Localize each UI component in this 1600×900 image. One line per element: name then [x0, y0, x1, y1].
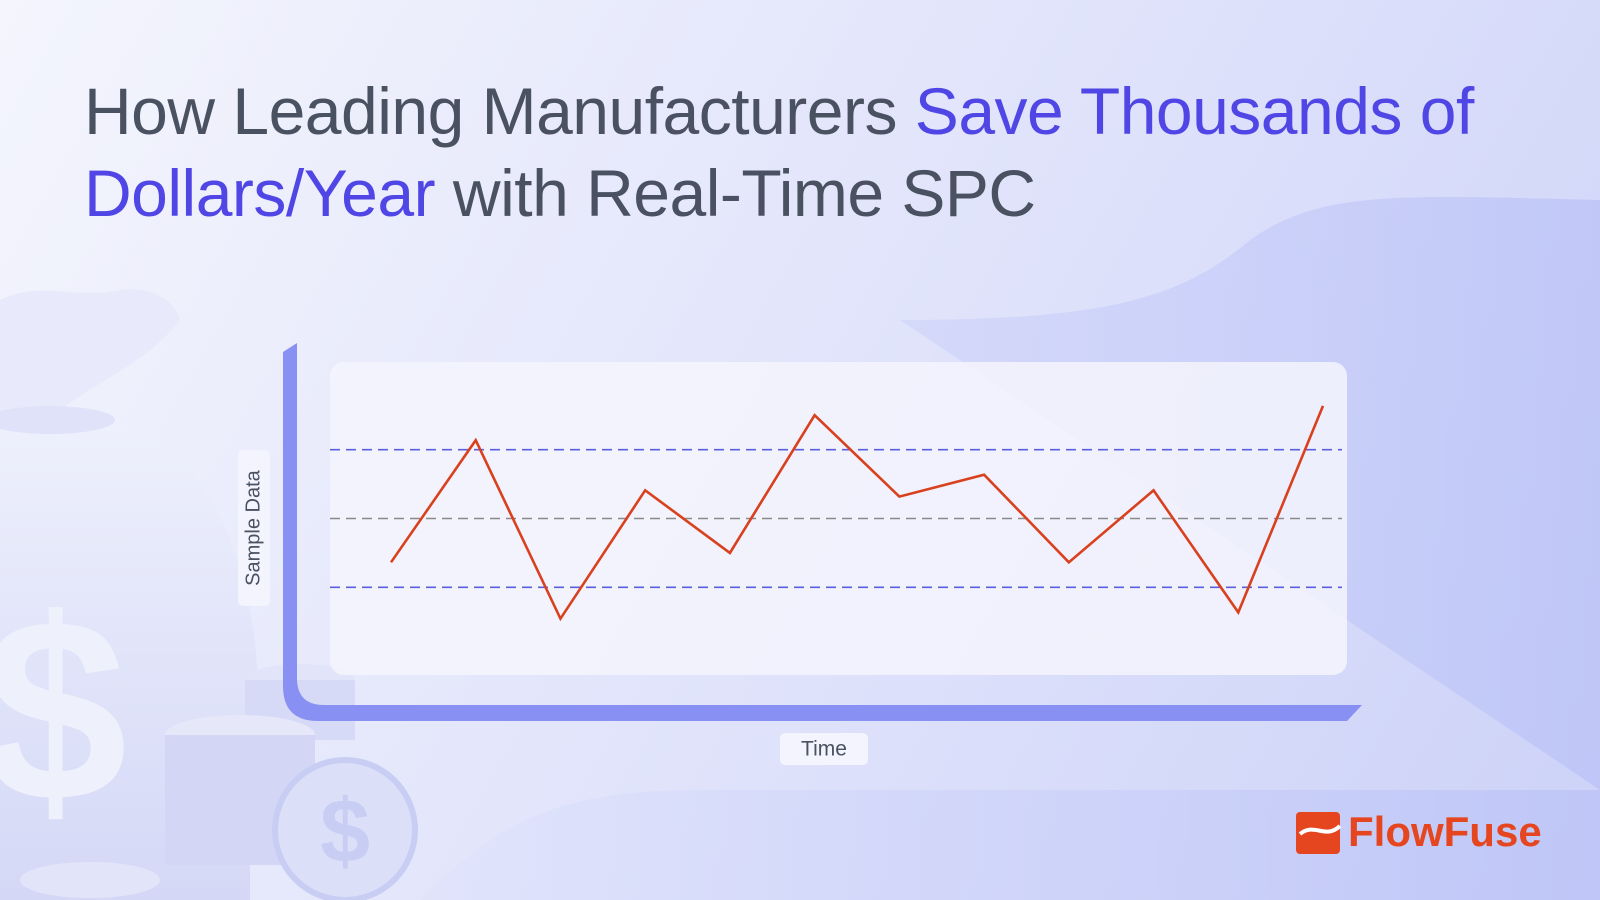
data-line	[389, 405, 1325, 622]
y-axis-label: Sample Data	[242, 469, 264, 585]
headline-part: Save Thousands of Dollars/Year	[84, 74, 1492, 230]
headline-part: with Real-Time SPC	[435, 156, 1036, 230]
brand-name: FlowFuse	[1348, 808, 1542, 855]
headline: How Leading Manufacturers Save Thousands…	[84, 70, 1564, 234]
logo-icon	[1296, 812, 1342, 854]
headline-part: How Leading Manufacturers	[84, 74, 915, 148]
y-label-box	[238, 450, 270, 606]
x-axis-label: Time	[801, 738, 847, 761]
svg-text:$: $	[320, 782, 370, 882]
plot-panel	[330, 362, 1347, 675]
x-label-box	[780, 733, 868, 765]
svg-text:$: $	[0, 566, 127, 856]
